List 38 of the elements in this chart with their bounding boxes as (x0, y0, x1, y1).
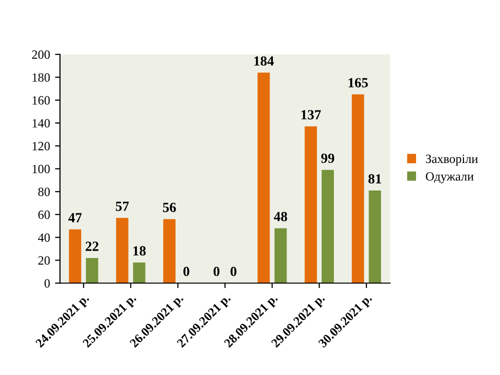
data-label: 0 (183, 266, 190, 276)
data-label: 18 (133, 246, 146, 256)
bar (322, 170, 334, 284)
y-tick-label: 140 (32, 119, 50, 128)
data-label: 137 (301, 110, 321, 120)
data-label: 56 (162, 202, 176, 212)
data-label: 57 (116, 202, 129, 211)
y-tick-label: 60 (38, 210, 50, 219)
bar (368, 190, 382, 284)
y-tick-label: 200 (32, 50, 50, 59)
data-label: 0 (230, 266, 236, 276)
y-tick-label: 160 (32, 96, 50, 105)
data-label: 165 (348, 78, 368, 88)
data-label: 81 (368, 174, 382, 184)
y-tick-label: 40 (38, 233, 50, 242)
y-tick-label: 80 (38, 188, 50, 196)
bar (86, 258, 98, 284)
bar (304, 126, 317, 284)
data-label: 0 (214, 266, 220, 276)
bar (163, 219, 176, 284)
legend-label: Одужали (426, 172, 474, 184)
y-tick-label: 20 (38, 256, 50, 265)
bar (352, 94, 364, 284)
bar (274, 228, 287, 284)
bar (258, 72, 270, 284)
data-label: 47 (68, 213, 82, 222)
bar (116, 218, 128, 284)
y-tick-label: 100 (32, 164, 50, 174)
data-label: 22 (86, 242, 98, 251)
data-label: 99 (321, 154, 334, 163)
data-label: 184 (254, 56, 274, 66)
y-tick-label: 180 (32, 73, 50, 82)
y-tick-label: 0 (44, 279, 50, 288)
bar (133, 262, 146, 284)
y-tick-label: 120 (32, 142, 50, 150)
legend-label: Захворіли (426, 154, 478, 166)
bar (68, 229, 82, 284)
data-label: 48 (274, 212, 288, 222)
